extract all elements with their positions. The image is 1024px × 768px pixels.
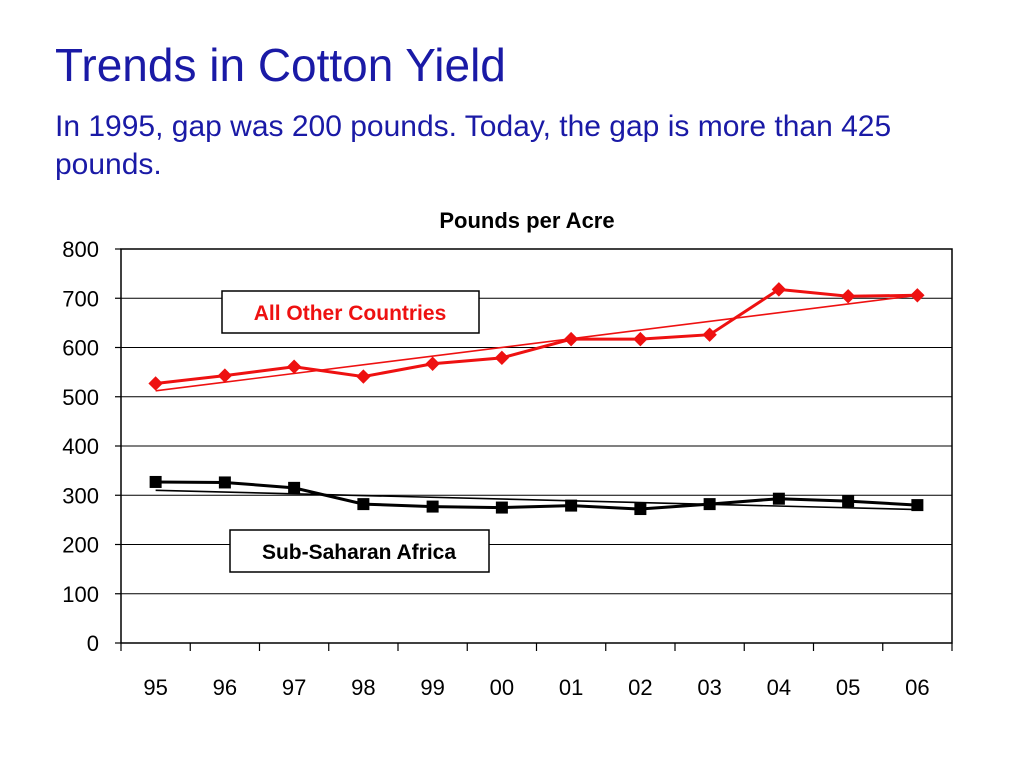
data-point-other-00 bbox=[494, 350, 510, 366]
data-point-ssa-06 bbox=[911, 499, 924, 512]
page-subtitle: In 1995, gap was 200 pounds. Today, the … bbox=[55, 110, 892, 181]
data-point-ssa-01 bbox=[565, 499, 578, 512]
data-point-ssa-04 bbox=[772, 492, 785, 505]
data-point-other-05 bbox=[840, 289, 856, 304]
x-axis: 95 96 97 98 99 00 01 02 03 04 05 06 bbox=[120, 643, 953, 700]
x-tick-label-96: 96 bbox=[213, 675, 237, 700]
x-tick-label-04: 04 bbox=[767, 675, 791, 700]
data-point-other-95 bbox=[148, 376, 163, 391]
x-tick-label-97: 97 bbox=[282, 675, 306, 700]
x-tick-label-00: 00 bbox=[490, 675, 514, 700]
legend-box-ssa: Sub-Saharan Africa bbox=[229, 529, 490, 573]
series-other bbox=[148, 282, 925, 392]
data-point-ssa-95 bbox=[149, 475, 162, 488]
y-axis: 0 100 200 300 400 500 600 700 800 bbox=[62, 237, 121, 656]
data-point-other-98 bbox=[356, 369, 371, 384]
y-tick-label-800: 800 bbox=[62, 237, 99, 262]
data-point-ssa-99 bbox=[426, 500, 439, 513]
series-label-other: All Other Countries bbox=[254, 302, 447, 325]
data-point-other-03 bbox=[702, 327, 717, 342]
x-tick-label-95: 95 bbox=[143, 675, 167, 700]
x-tick-label-99: 99 bbox=[420, 675, 444, 700]
legend-box-other: All Other Countries bbox=[221, 290, 480, 334]
x-tick-label-02: 02 bbox=[628, 675, 652, 700]
series-line-ssa bbox=[155, 480, 918, 511]
series-label-ssa: Sub-Saharan Africa bbox=[262, 541, 456, 564]
x-tick-label-98: 98 bbox=[351, 675, 375, 700]
data-point-ssa-97 bbox=[288, 481, 301, 494]
y-tick-label-0: 0 bbox=[87, 631, 99, 656]
data-point-ssa-02 bbox=[634, 503, 647, 516]
series-ssa bbox=[149, 475, 924, 516]
y-tick-label-500: 500 bbox=[62, 385, 99, 410]
data-point-ssa-96 bbox=[218, 476, 231, 489]
y-tick-label-200: 200 bbox=[62, 533, 99, 558]
data-point-other-96 bbox=[217, 368, 233, 383]
x-tick-label-01: 01 bbox=[559, 675, 583, 700]
data-point-ssa-05 bbox=[842, 495, 855, 508]
x-tick-label-05: 05 bbox=[836, 675, 860, 700]
y-tick-label-600: 600 bbox=[62, 336, 99, 361]
series bbox=[148, 282, 925, 516]
trendline-other bbox=[155, 294, 918, 392]
trendline-ssa bbox=[155, 489, 918, 511]
data-point-ssa-03 bbox=[703, 498, 716, 511]
chart-title: Pounds per Acre bbox=[439, 208, 614, 233]
y-tick-label-100: 100 bbox=[62, 582, 99, 607]
y-tick-label-700: 700 bbox=[62, 286, 99, 311]
page-title: Trends in Cotton Yield bbox=[55, 39, 506, 91]
data-point-other-02 bbox=[633, 331, 648, 347]
data-point-other-01 bbox=[563, 331, 579, 347]
data-point-ssa-98 bbox=[357, 498, 370, 511]
x-tick-label-03: 03 bbox=[697, 675, 721, 700]
x-tick-label-06: 06 bbox=[905, 675, 929, 700]
data-point-other-97 bbox=[286, 359, 302, 374]
data-point-ssa-00 bbox=[495, 501, 508, 514]
y-tick-label-400: 400 bbox=[62, 434, 99, 459]
data-point-other-04 bbox=[771, 282, 787, 297]
y-tick-label-300: 300 bbox=[62, 483, 99, 508]
data-point-other-06 bbox=[910, 288, 925, 303]
data-point-other-99 bbox=[425, 356, 440, 371]
series-line-other bbox=[155, 287, 918, 385]
